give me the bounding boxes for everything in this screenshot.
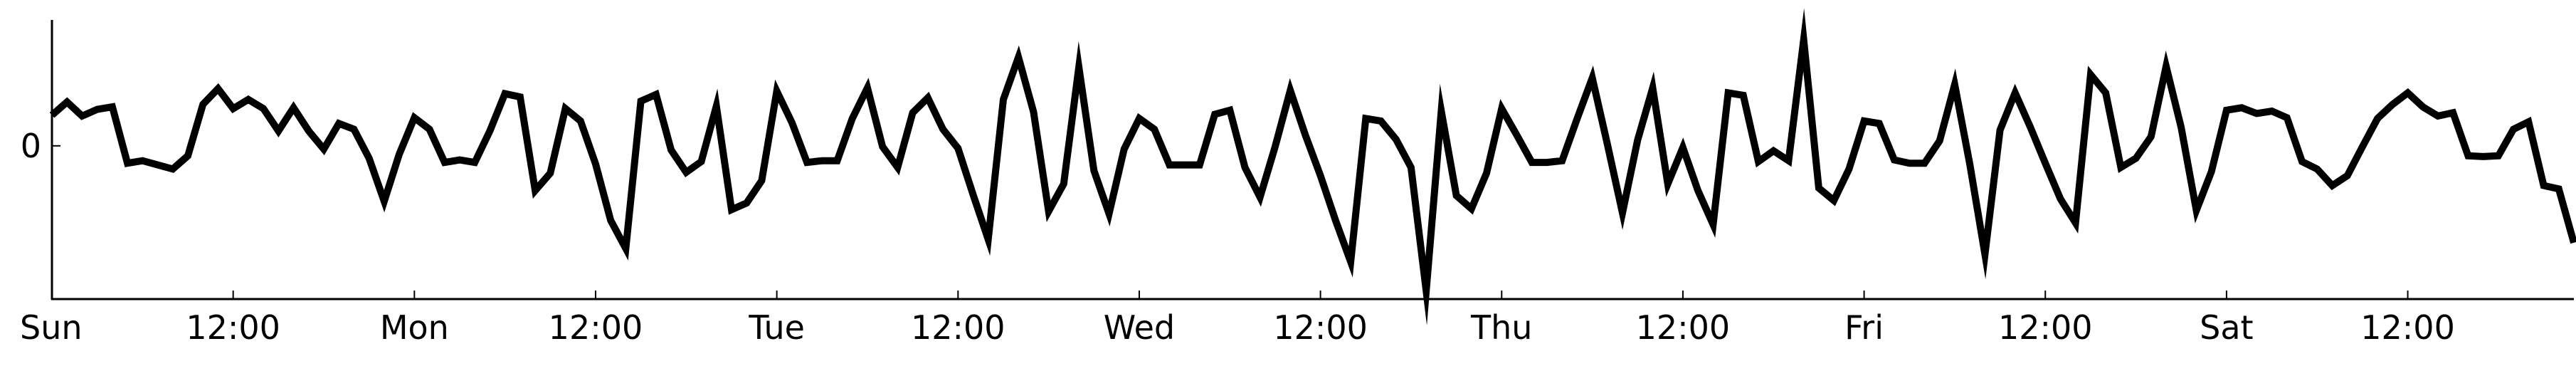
x-tick-label: Mon	[380, 308, 449, 347]
x-tick-label: 12:00	[1998, 308, 2093, 347]
x-tick-label: 12:00	[911, 308, 1005, 347]
x-tick-label: Tue	[748, 308, 805, 347]
x-tick-label: 12:00	[1273, 308, 1368, 347]
x-tick-label: Thu	[1470, 308, 1532, 347]
x-tick-label: Fri	[1844, 308, 1884, 347]
x-tick-label: Sun	[20, 308, 83, 347]
plot-area	[49, 8, 2576, 325]
x-tick-label: Sat	[2200, 308, 2253, 347]
x-tick-label: 12:00	[2360, 308, 2455, 347]
tick-group: Sun 12:00 Mon 12:00 Tue 12:00 Wed 12:00 Thu 12:00…	[20, 127, 2455, 347]
x-tick-label: 12:00	[186, 308, 280, 347]
axes	[51, 20, 2574, 300]
x-tick-label: 12:00	[549, 308, 643, 347]
series-line-1	[49, 8, 2576, 325]
x-tick-label: Wed	[1104, 308, 1175, 347]
x-tick-label: 12:00	[1636, 308, 1731, 347]
y-tick-label: 0	[21, 127, 41, 165]
